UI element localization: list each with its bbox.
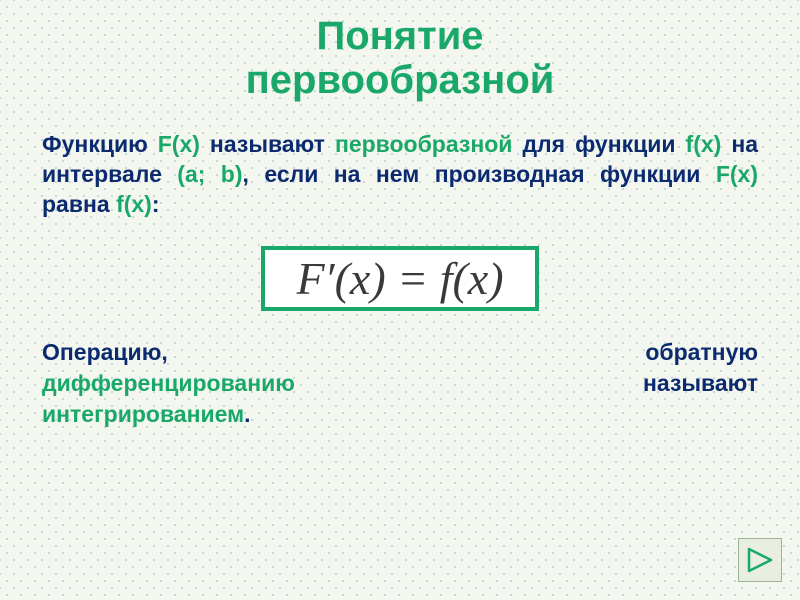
text: Операцию,	[42, 337, 168, 368]
term-antiderivative: первообразной	[335, 131, 513, 157]
arrow-right-icon	[745, 545, 775, 575]
definition-paragraph: Функцию F(x) называют первообразной для …	[0, 102, 800, 220]
title-line-2: первообразной	[0, 58, 800, 102]
text: для функции	[512, 131, 685, 157]
text: , если на нем производная функции	[243, 161, 716, 187]
text: называют	[200, 131, 335, 157]
formula-box: F′(x) = f(x)	[261, 246, 539, 312]
text: .	[244, 401, 250, 427]
fx-upper: F(x)	[716, 161, 758, 187]
footer-row: Операцию, обратную	[42, 337, 758, 368]
footer-paragraph: Операцию, обратную дифференцированию наз…	[0, 337, 800, 430]
interval: (a; b)	[177, 161, 242, 187]
fx-upper: F(x)	[158, 131, 200, 157]
footer-row: дифференцированию называют	[42, 368, 758, 399]
text: равна	[42, 191, 116, 217]
term-differentiation: дифференцированию	[42, 368, 295, 399]
text: называют	[643, 368, 758, 399]
next-button[interactable]	[738, 538, 782, 582]
slide: Понятие первообразной Функцию F(x) назыв…	[0, 0, 800, 600]
text: обратную	[645, 337, 758, 368]
title-line-1: Понятие	[0, 14, 800, 58]
term-integration: интегрированием	[42, 401, 244, 427]
fx-lower: f(x)	[686, 131, 722, 157]
formula: F′(x) = f(x)	[296, 253, 503, 304]
text: Функцию	[42, 131, 158, 157]
slide-title: Понятие первообразной	[0, 0, 800, 102]
text: :	[152, 191, 160, 217]
fx-lower: f(x)	[116, 191, 152, 217]
footer-row: интегрированием.	[42, 399, 758, 430]
